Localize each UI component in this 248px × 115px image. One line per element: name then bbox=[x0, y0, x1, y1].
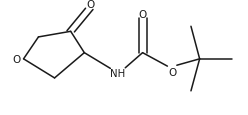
Text: O: O bbox=[169, 67, 177, 77]
Text: O: O bbox=[12, 54, 21, 64]
Text: O: O bbox=[86, 0, 95, 10]
Text: O: O bbox=[138, 10, 147, 20]
Text: NH: NH bbox=[110, 69, 125, 79]
